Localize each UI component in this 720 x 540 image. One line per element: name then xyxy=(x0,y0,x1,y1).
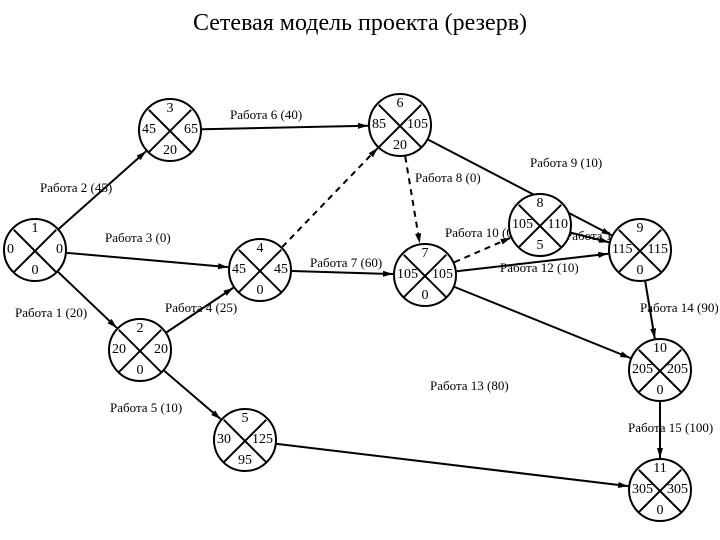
node-right: 0 xyxy=(35,243,63,257)
node-left: 115 xyxy=(612,243,640,257)
edge-label: Работа 6 (40) xyxy=(230,107,302,123)
node-top: 5 xyxy=(215,412,275,426)
event-node-4: 4 0 4545 xyxy=(228,238,292,302)
edge-label: Работа 2 (45) xyxy=(40,180,112,196)
edge-label: Работа 14 (90) xyxy=(640,300,719,316)
diagram-canvas: Работа 2 (45) Работа 3 (0) Работа 1 (20) Ра… xyxy=(0,0,720,540)
node-top: 1 xyxy=(5,222,65,236)
node-bottom: 0 xyxy=(5,264,65,278)
node-right: 110 xyxy=(540,218,568,232)
edge-label: Работа 10 (0) xyxy=(445,225,517,241)
node-right: 305 xyxy=(660,483,688,497)
event-node-11: 11 0 305305 xyxy=(628,458,692,522)
node-top: 11 xyxy=(630,462,690,476)
event-node-9: 9 0 115115 xyxy=(608,218,672,282)
node-left: 30 xyxy=(217,433,245,447)
node-left: 20 xyxy=(112,343,140,357)
node-left: 85 xyxy=(372,118,400,132)
event-node-7: 7 0 105105 xyxy=(393,243,457,307)
node-left: 45 xyxy=(142,123,170,137)
node-top: 6 xyxy=(370,97,430,111)
event-node-1: 1000 xyxy=(3,218,67,282)
edge-label: Работа 7 (60) xyxy=(310,255,382,271)
node-bottom: 0 xyxy=(230,284,290,298)
node-right: 115 xyxy=(640,243,668,257)
node-right: 45 xyxy=(260,263,288,277)
node-left: 105 xyxy=(397,268,425,282)
node-bottom: 0 xyxy=(630,384,690,398)
node-left: 305 xyxy=(632,483,660,497)
event-node-6: 6 20 85105 xyxy=(368,93,432,157)
node-bottom: 0 xyxy=(395,289,455,303)
node-top: 8 xyxy=(510,197,570,211)
node-right: 105 xyxy=(425,268,453,282)
node-right: 205 xyxy=(660,363,688,377)
event-node-5: 5 95 30125 xyxy=(213,408,277,472)
node-right: 65 xyxy=(170,123,198,137)
edge-label: Работа 15 (100) xyxy=(628,420,713,436)
edge-label: Работа 12 (10) xyxy=(500,260,579,276)
edge-label: Работа 13 (80) xyxy=(430,378,509,394)
node-bottom: 0 xyxy=(610,264,670,278)
edge-label: Работа 5 (10) xyxy=(110,400,182,416)
node-top: 9 xyxy=(610,222,670,236)
event-node-2: 202020 xyxy=(108,318,172,382)
edge-label: Работа 1 (20) xyxy=(15,305,87,321)
node-left: 0 xyxy=(7,243,35,257)
node-left: 45 xyxy=(232,263,260,277)
edge-label: Работа 8 (0) xyxy=(415,170,481,186)
node-bottom: 0 xyxy=(630,504,690,518)
node-top: 7 xyxy=(395,247,455,261)
event-node-10: 10 0 205205 xyxy=(628,338,692,402)
edge-label: Работа 3 (0) xyxy=(105,230,171,246)
node-top: 2 xyxy=(110,322,170,336)
node-bottom: 5 xyxy=(510,239,570,253)
node-bottom: 95 xyxy=(215,454,275,468)
node-top: 10 xyxy=(630,342,690,356)
node-bottom: 20 xyxy=(370,139,430,153)
node-top: 4 xyxy=(230,242,290,256)
node-left: 205 xyxy=(632,363,660,377)
node-bottom: 0 xyxy=(110,364,170,378)
node-right: 105 xyxy=(400,118,428,132)
node-left: 105 xyxy=(512,218,540,232)
node-bottom: 20 xyxy=(140,144,200,158)
event-node-8: 8 5 105110 xyxy=(508,193,572,257)
edge-label: Работа 9 (10) xyxy=(530,155,602,171)
node-right: 20 xyxy=(140,343,168,357)
node-right: 125 xyxy=(245,433,273,447)
event-node-3: 3 20 4565 xyxy=(138,98,202,162)
edge-label: Работа 4 (25) xyxy=(165,300,237,316)
node-top: 3 xyxy=(140,102,200,116)
